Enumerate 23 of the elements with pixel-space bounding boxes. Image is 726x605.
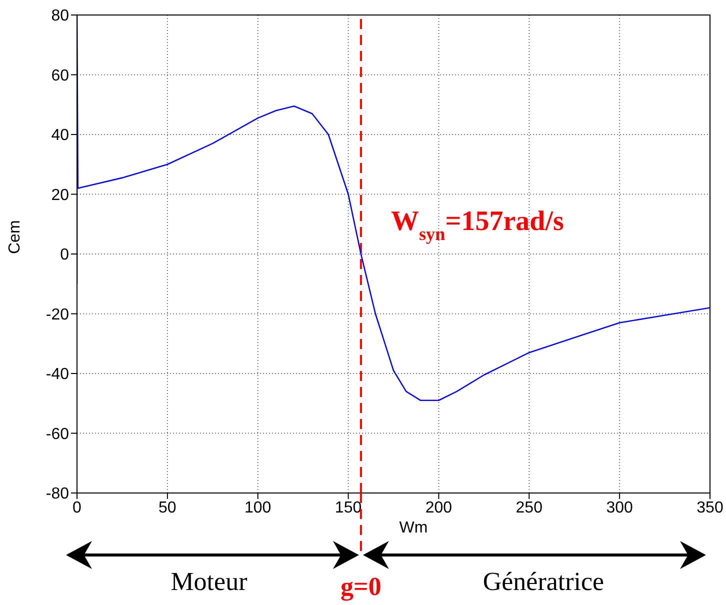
x-tick-label: 150 (334, 499, 362, 516)
x-tick-label: 50 (158, 499, 176, 516)
x-tick-label: 200 (425, 499, 452, 516)
x-axis-title: Wm (399, 519, 428, 536)
y-tick-label: 0 (60, 246, 70, 264)
y-axis-title: Cem (6, 220, 24, 254)
y-tick-label: -20 (46, 306, 70, 324)
y-tick-label: -80 (46, 486, 70, 503)
ref-line-label: W$_{syn}$=157rad/s (390, 206, 564, 244)
x-tick-label: 0 (72, 499, 82, 516)
x-tick-label: 300 (606, 499, 634, 516)
y-tick-label: 40 (51, 127, 70, 144)
text: g=0 (340, 572, 382, 601)
x-tick-label: 100 (244, 499, 272, 516)
y-tick-label: -60 (46, 426, 70, 443)
y-tick-label: -40 (46, 366, 70, 384)
y-tick-label: 20 (51, 186, 70, 204)
y-tick-label: 80 (51, 8, 70, 25)
y-tick-label: 60 (51, 67, 70, 84)
x-tick-label: 250 (516, 499, 543, 516)
text: Génératrice (482, 567, 604, 596)
x-tick-label: 350 (696, 499, 724, 516)
text: Moteur (170, 567, 248, 596)
